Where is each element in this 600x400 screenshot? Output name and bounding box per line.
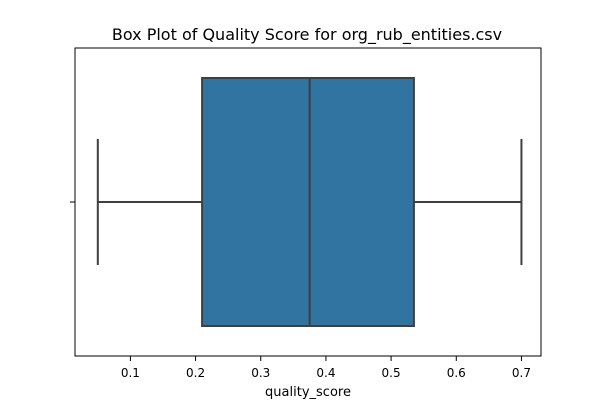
x-tick-label: 0.2 bbox=[186, 366, 205, 380]
x-tick-label: 0.3 bbox=[251, 366, 270, 380]
x-tick-label: 0.4 bbox=[316, 366, 335, 380]
x-tick-label: 0.6 bbox=[447, 366, 466, 380]
x-tick-label: 0.1 bbox=[121, 366, 140, 380]
x-tick-label: 0.7 bbox=[512, 366, 531, 380]
x-tick-label: 0.5 bbox=[382, 366, 401, 380]
x-axis-ticks: 0.1 0.2 0.3 0.4 0.5 0.6 0.7 bbox=[121, 356, 531, 380]
x-axis-label: quality_score bbox=[265, 385, 351, 400]
interquartile-box bbox=[201, 77, 415, 327]
box-plot-series bbox=[96, 77, 523, 327]
chart-title: Box Plot of Quality Score for org_rub_en… bbox=[112, 25, 502, 45]
